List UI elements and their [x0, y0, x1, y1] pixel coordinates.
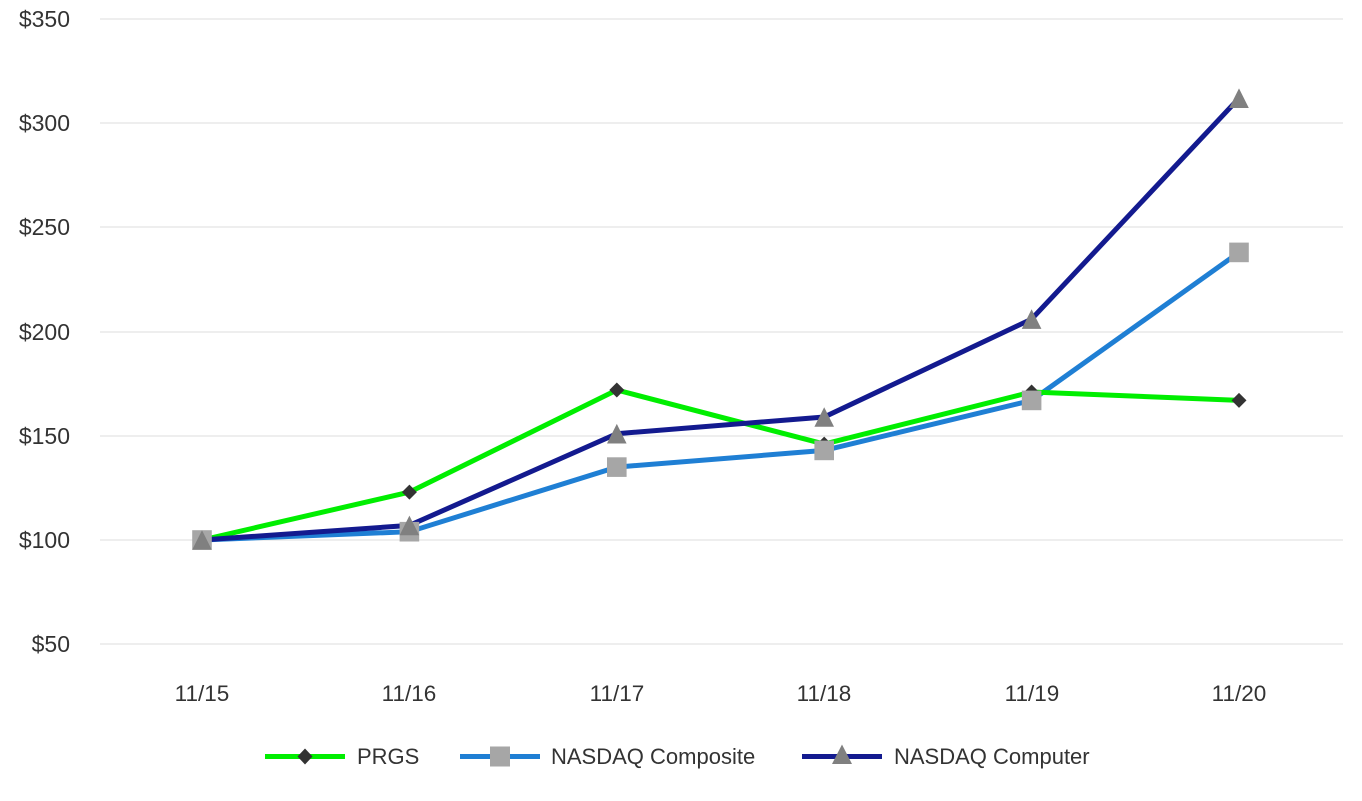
svg-text:$150: $150 [19, 423, 70, 449]
svg-text:PRGS: PRGS [357, 744, 419, 769]
svg-text:11/19: 11/19 [1005, 681, 1060, 706]
svg-text:11/18: 11/18 [797, 681, 852, 706]
svg-text:$250: $250 [19, 214, 70, 240]
svg-text:11/15: 11/15 [175, 681, 230, 706]
svg-text:$350: $350 [19, 6, 70, 32]
svg-text:11/16: 11/16 [382, 681, 437, 706]
svg-text:$50: $50 [32, 631, 70, 657]
svg-text:11/20: 11/20 [1212, 681, 1267, 706]
svg-text:$300: $300 [19, 110, 70, 136]
svg-text:$200: $200 [19, 319, 70, 345]
svg-text:NASDAQ Composite: NASDAQ Composite [551, 744, 755, 769]
svg-text:$100: $100 [19, 527, 70, 553]
svg-text:11/17: 11/17 [590, 681, 645, 706]
svg-text:NASDAQ Computer: NASDAQ Computer [894, 744, 1090, 769]
